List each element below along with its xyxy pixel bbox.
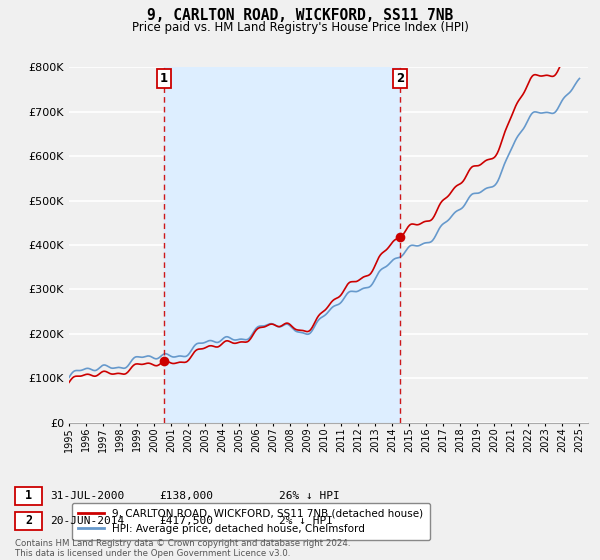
Text: £138,000: £138,000 bbox=[159, 491, 213, 501]
Legend: 9, CARLTON ROAD, WICKFORD, SS11 7NB (detached house), HPI: Average price, detach: 9, CARLTON ROAD, WICKFORD, SS11 7NB (det… bbox=[71, 503, 430, 540]
Text: 2: 2 bbox=[25, 514, 32, 528]
FancyBboxPatch shape bbox=[15, 512, 42, 530]
Text: 31-JUL-2000: 31-JUL-2000 bbox=[50, 491, 124, 501]
Text: £417,500: £417,500 bbox=[159, 516, 213, 526]
Text: Price paid vs. HM Land Registry's House Price Index (HPI): Price paid vs. HM Land Registry's House … bbox=[131, 21, 469, 34]
Bar bbox=[164, 67, 400, 423]
FancyBboxPatch shape bbox=[15, 487, 42, 505]
Text: 9, CARLTON ROAD, WICKFORD, SS11 7NB: 9, CARLTON ROAD, WICKFORD, SS11 7NB bbox=[147, 8, 453, 24]
Text: 2: 2 bbox=[396, 72, 404, 85]
Text: 20-JUN-2014: 20-JUN-2014 bbox=[50, 516, 124, 526]
Text: 1: 1 bbox=[160, 72, 168, 85]
Text: 26% ↓ HPI: 26% ↓ HPI bbox=[279, 491, 340, 501]
Text: 2% ↓ HPI: 2% ↓ HPI bbox=[279, 516, 333, 526]
Text: Contains HM Land Registry data © Crown copyright and database right 2024.
This d: Contains HM Land Registry data © Crown c… bbox=[15, 539, 350, 558]
Text: 1: 1 bbox=[25, 489, 32, 502]
